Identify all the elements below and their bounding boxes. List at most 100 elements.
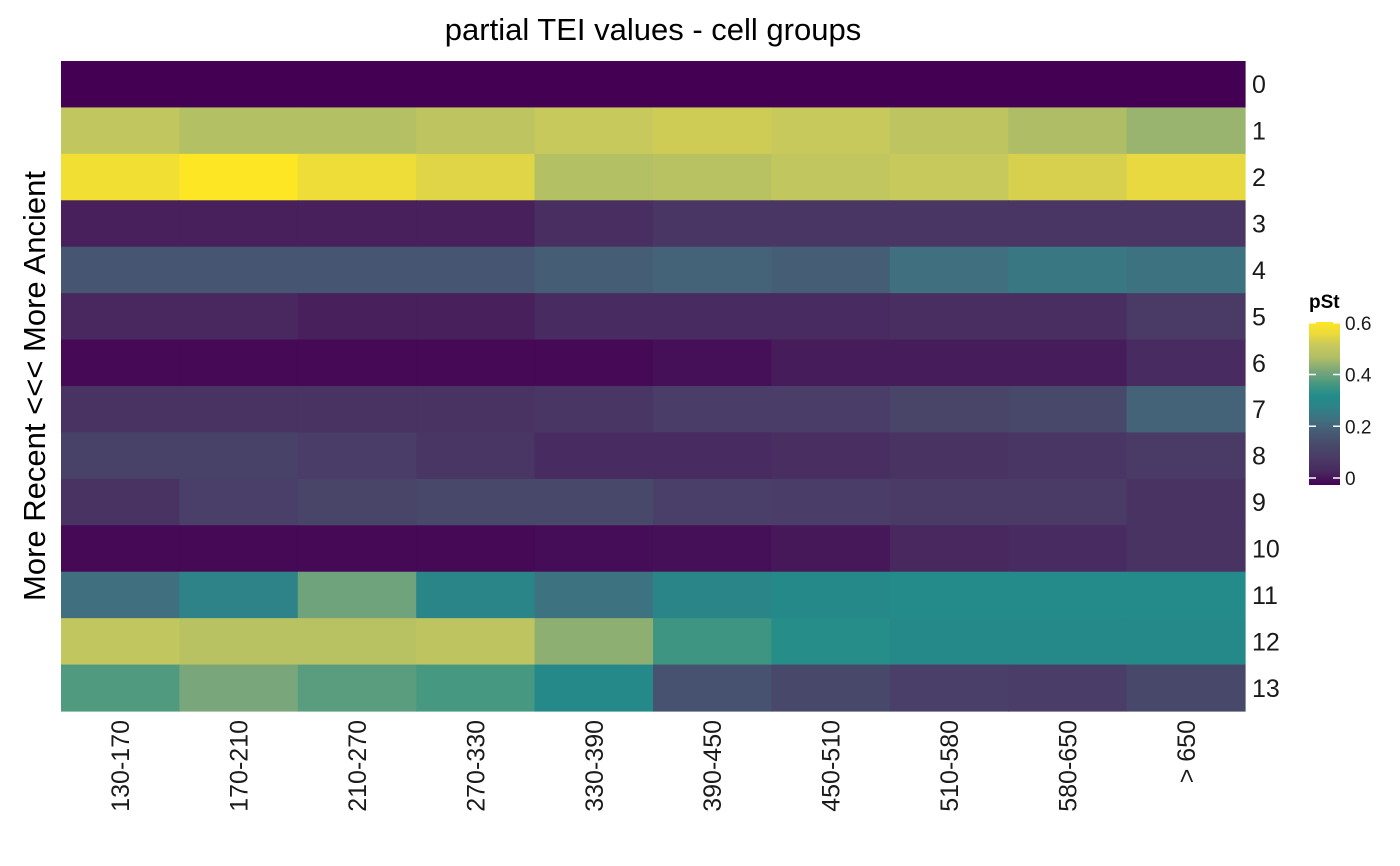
- y-tick-label: 10: [1252, 536, 1280, 564]
- heatmap-cell: [297, 200, 417, 248]
- y-tick-label: 0: [1252, 71, 1266, 99]
- heatmap-cell: [889, 153, 1009, 201]
- y-tick-label: 4: [1252, 257, 1266, 285]
- heatmap-cell: [61, 61, 180, 109]
- x-tick-labels: 130-170 170-210 210-270 270-330 330-390 390-4…: [107, 720, 1201, 812]
- heatmap-cell: [1126, 200, 1246, 248]
- heatmap-cell: [889, 525, 1009, 573]
- heatmap-cell: [534, 200, 654, 248]
- heatmap-cell: [771, 478, 891, 526]
- heatmap-cell: [61, 664, 180, 712]
- y-tick-label: 5: [1252, 303, 1266, 331]
- heatmap-cell: [61, 200, 180, 248]
- heatmap-cell: [416, 618, 536, 666]
- heatmap-cell: [179, 107, 299, 155]
- y-tick-label: 6: [1252, 350, 1266, 378]
- heatmap-cell: [771, 246, 891, 294]
- heatmap-cell: [61, 246, 180, 294]
- heatmap-cell: [534, 571, 654, 619]
- heatmap-cell: [179, 432, 299, 480]
- y-tick-label: 9: [1252, 489, 1266, 517]
- heatmap-cell: [297, 525, 417, 573]
- heatmap-cell: [416, 200, 536, 248]
- heatmap-cell: [653, 61, 772, 109]
- heatmap-cell: [179, 664, 299, 712]
- heatmap-cell: [1126, 107, 1246, 155]
- heatmap-cell: [889, 664, 1009, 712]
- x-tick-label: 510-580: [936, 720, 964, 812]
- heatmap-cell: [179, 525, 299, 573]
- y-tick-label: 2: [1252, 164, 1266, 192]
- heatmap-cell: [297, 107, 417, 155]
- heatmap-cell: [889, 571, 1009, 619]
- x-tick-label: 450-510: [818, 720, 846, 812]
- heatmap-cell: [534, 525, 654, 573]
- heatmap-cell: [61, 153, 180, 201]
- heatmap-cell: [1126, 153, 1246, 201]
- heatmap-cell: [534, 339, 654, 387]
- heatmap-cell: [1126, 618, 1246, 666]
- heatmap-cell: [653, 618, 772, 666]
- heatmap-cell: [61, 432, 180, 480]
- x-tick-label: > 650: [1173, 720, 1201, 783]
- heatmap-cell: [179, 571, 299, 619]
- heatmap-cell: [889, 61, 1009, 109]
- y-axis-label: More Recent <<< More Ancient: [17, 171, 52, 601]
- heatmap-cell: [653, 525, 772, 573]
- heatmap-cell: [771, 432, 891, 480]
- x-tick-label: 580-650: [1054, 720, 1082, 812]
- heatmap-cell: [1126, 246, 1246, 294]
- heatmap-cell: [179, 153, 299, 201]
- heatmap-cell: [61, 525, 180, 573]
- heatmap-cell: [889, 478, 1009, 526]
- heatmap-cell: [653, 153, 772, 201]
- y-tick-label: 13: [1252, 675, 1280, 703]
- heatmap-cell: [61, 293, 180, 341]
- heatmap-cell: [179, 246, 299, 294]
- heatmap-cell: [1008, 293, 1128, 341]
- heatmap-cell: [1008, 107, 1128, 155]
- colorbar-tick-label: 0.6: [1345, 314, 1371, 335]
- heatmap-cell: [297, 246, 417, 294]
- x-tick-label: 330-390: [581, 720, 609, 812]
- heatmap-cell: [416, 478, 536, 526]
- heatmap-cell: [297, 339, 417, 387]
- heatmap-cell: [653, 246, 772, 294]
- heatmap-cell: [297, 61, 417, 109]
- heatmap-cell: [771, 571, 891, 619]
- heatmap-cell: [1008, 61, 1128, 109]
- heatmap-cell: [534, 478, 654, 526]
- heatmap-cell: [771, 386, 891, 434]
- heatmap-cell: [297, 153, 417, 201]
- chart-title: partial TEI values - cell groups: [445, 12, 861, 47]
- heatmap-cell: [297, 432, 417, 480]
- heatmap-cell: [534, 61, 654, 109]
- heatmap-cell: [534, 246, 654, 294]
- heatmap-cell: [653, 293, 772, 341]
- heatmap-cell: [653, 432, 772, 480]
- heatmap-cell: [889, 246, 1009, 294]
- heatmap-cell: [771, 339, 891, 387]
- heatmap-cell: [653, 571, 772, 619]
- heatmap-cells: [61, 61, 1246, 712]
- heatmap-cell: [179, 200, 299, 248]
- heatmap-cell: [416, 107, 536, 155]
- heatmap-cell: [1008, 339, 1128, 387]
- heatmap-cell: [889, 386, 1009, 434]
- colorbar-tick-label: 0: [1345, 469, 1356, 490]
- heatmap-cell: [771, 664, 891, 712]
- y-tick-label: 8: [1252, 443, 1266, 471]
- heatmap-cell: [61, 478, 180, 526]
- heatmap-cell: [889, 339, 1009, 387]
- heatmap-cell: [1126, 432, 1246, 480]
- heatmap-cell: [889, 293, 1009, 341]
- heatmap-cell: [1008, 664, 1128, 712]
- heatmap-cell: [416, 246, 536, 294]
- x-tick-label: 210-270: [344, 720, 372, 812]
- heatmap-cell: [1008, 386, 1128, 434]
- heatmap-cell: [1008, 246, 1128, 294]
- heatmap-cell: [1126, 339, 1246, 387]
- heatmap-cell: [416, 293, 536, 341]
